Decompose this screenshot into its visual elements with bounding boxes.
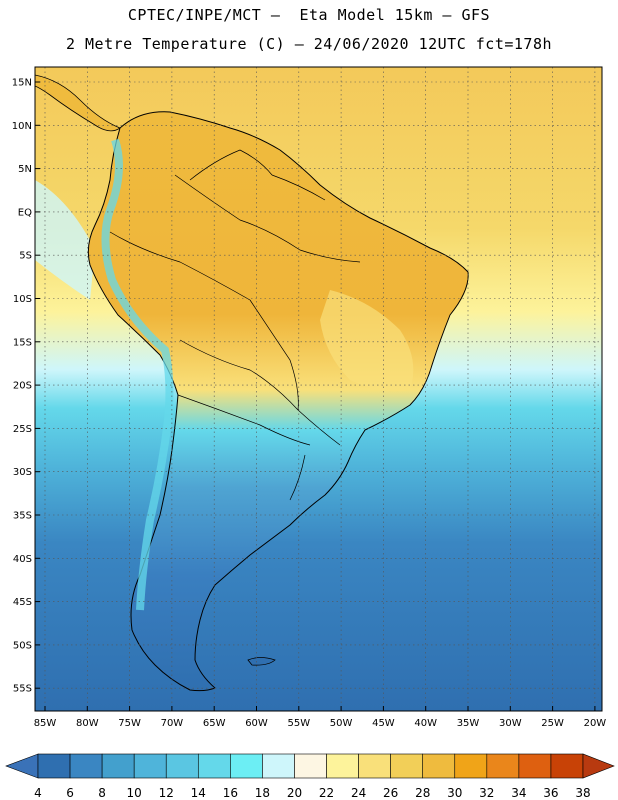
colorbar-swatch xyxy=(550,753,584,779)
colorbar-level-label: 8 xyxy=(98,786,106,800)
colorbar-level-label: 26 xyxy=(383,786,398,800)
colorbar-swatch xyxy=(165,753,199,779)
colorbar-swatch xyxy=(422,753,456,779)
map-frame xyxy=(34,66,603,712)
colorbar-level-label: 14 xyxy=(191,786,206,800)
colorbar-level-label: 18 xyxy=(255,786,270,800)
longitude-axis: 85W 80W 75W 70W 65W 60W 55W 50W 45W 40W 35W 30W 25W 2… xyxy=(34,706,607,729)
central-america xyxy=(35,74,121,132)
colorbar: 4 6 8 10 12 14 16 18 20 22 24 26 28 30 32 34 36 38 xyxy=(5,753,615,800)
colorbar-level-label: 24 xyxy=(351,786,366,800)
lon-tick-label: 25W xyxy=(541,718,564,729)
colorbar-level-label: 20 xyxy=(287,786,302,800)
lon-tick-label: 45W xyxy=(372,718,395,729)
lon-tick-label: 35W xyxy=(457,718,480,729)
lat-tick-label: 50S xyxy=(13,640,32,651)
colorbar-low-arrow xyxy=(5,753,39,779)
colorbar-swatch xyxy=(230,753,263,779)
colorbar-swatch xyxy=(518,753,552,779)
lon-tick-label: 80W xyxy=(76,718,99,729)
colorbar-level-label: 12 xyxy=(159,786,174,800)
colorbar-level-label: 36 xyxy=(543,786,558,800)
lat-tick-label: 30S xyxy=(13,467,32,478)
lon-tick-label: 30W xyxy=(499,718,522,729)
colorbar-high-arrow xyxy=(582,753,615,779)
lat-tick-label: 25S xyxy=(13,424,32,435)
lon-tick-label: 20W xyxy=(584,718,607,729)
lat-tick-label: 5N xyxy=(18,164,32,175)
lon-tick-label: 65W xyxy=(203,718,226,729)
colorbar-level-label: 32 xyxy=(479,786,494,800)
colorbar-level-label: 10 xyxy=(127,786,142,800)
lat-tick-label: 15S xyxy=(13,337,32,348)
lat-tick-label: 10N xyxy=(12,121,32,132)
lat-tick-label: 40S xyxy=(13,554,32,565)
colorbar-swatch xyxy=(197,753,231,779)
latitude-axis: 15N 10N 5N EQ 5S 10S 15S 20S 25S 30S 35S 40S 45S 50S 5… xyxy=(12,78,40,695)
lon-tick-label: 60W xyxy=(245,718,268,729)
lon-tick-label: 70W xyxy=(161,718,184,729)
colorbar-swatch xyxy=(390,753,424,779)
colorbar-swatch xyxy=(69,753,103,779)
colorbar-swatch xyxy=(37,753,71,779)
colorbar-level-label: 38 xyxy=(575,786,590,800)
colorbar-swatch xyxy=(486,753,520,779)
colorbar-swatch xyxy=(262,753,295,779)
andes-cool-strip xyxy=(101,138,174,611)
falkland-islands xyxy=(247,657,276,666)
lat-tick-label: 45S xyxy=(13,597,32,608)
country-borders xyxy=(109,149,361,501)
lat-tick-label: 35S xyxy=(13,511,32,522)
colorbar-level-label: 22 xyxy=(319,786,334,800)
colorbar-swatch xyxy=(101,753,135,779)
lat-tick-label: 55S xyxy=(13,684,32,695)
lon-tick-label: 75W xyxy=(118,718,141,729)
lat-tick-label: 10S xyxy=(13,294,32,305)
lat-tick-label: EQ xyxy=(18,207,32,218)
colorbar-level-label: 28 xyxy=(415,786,430,800)
lat-tick-label: 5S xyxy=(19,251,32,262)
pacific-coast-band xyxy=(35,180,95,300)
colorbar-swatch xyxy=(326,753,359,779)
colorbar-level-label: 34 xyxy=(511,786,526,800)
colorbar-level-label: 6 xyxy=(66,786,74,800)
colorbar-level-label: 16 xyxy=(223,786,238,800)
lon-tick-label: 50W xyxy=(330,718,353,729)
lon-tick-label: 55W xyxy=(287,718,310,729)
map-field xyxy=(35,67,602,711)
lat-tick-label: 20S xyxy=(13,381,32,392)
colorbar-level-label: 4 xyxy=(34,786,42,800)
lat-tick-label: 15N xyxy=(12,78,32,89)
lon-tick-label: 40W xyxy=(414,718,437,729)
lon-tick-label: 85W xyxy=(34,718,57,729)
colorbar-swatch xyxy=(358,753,391,779)
title-line-2: 2 Metre Temperature (C) – 24/06/2020 12U… xyxy=(65,35,553,53)
colorbar-level-label: 30 xyxy=(447,786,462,800)
graticule xyxy=(35,67,602,711)
brazil-highlands-cooler xyxy=(320,290,414,392)
colorbar-swatch xyxy=(133,753,167,779)
title-line-1: CPTEC/INPE/MCT – Eta Model 15km – GFS xyxy=(127,6,491,24)
colorbar-swatch xyxy=(294,753,327,779)
colorbar-swatch xyxy=(454,753,488,779)
